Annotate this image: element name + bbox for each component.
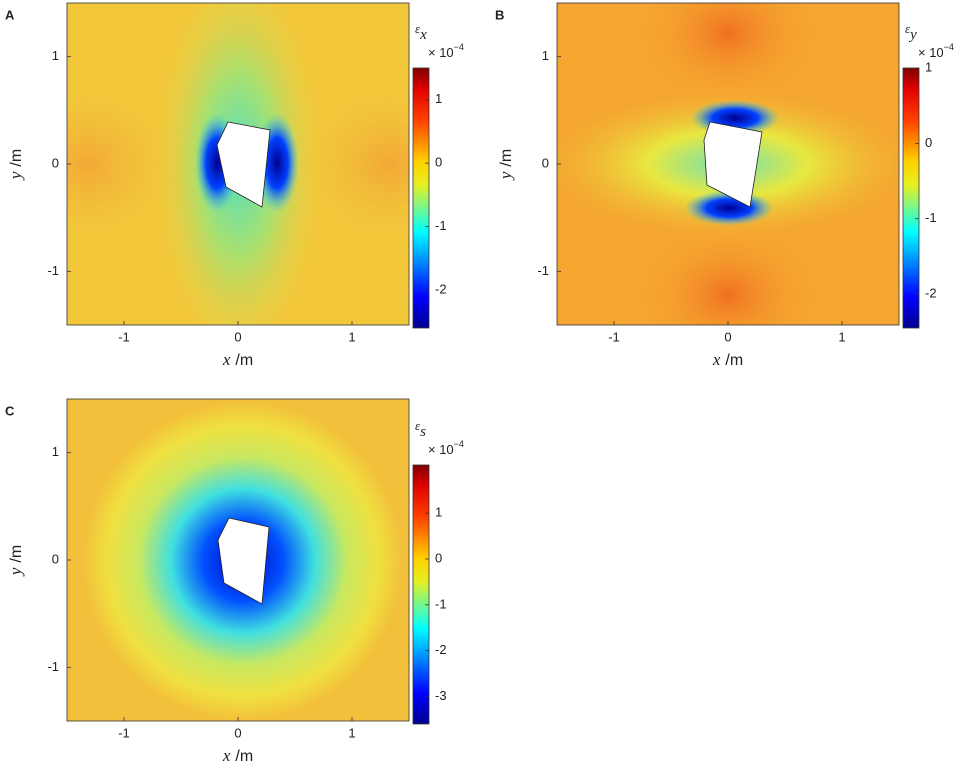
x-tick-label: 0 xyxy=(234,329,241,344)
x-axis-unit: /m xyxy=(235,748,253,765)
y-tick-label: 0 xyxy=(542,155,549,170)
colorbar-tick-label: 1 xyxy=(435,91,442,106)
exponent: −4 xyxy=(944,42,954,52)
y-tick-label: 1 xyxy=(52,444,59,459)
y-axis-label: y/m xyxy=(496,149,515,181)
colorbar-tick-label: 0 xyxy=(435,550,442,565)
colorbar-multiplier: × 10−4 xyxy=(918,42,954,60)
colorbar-tick-label: -1 xyxy=(435,596,447,611)
colorbar-tick-label: 0 xyxy=(925,135,932,150)
y-axis-unit: /m xyxy=(498,149,515,167)
colorbar-title: εs xyxy=(415,418,426,440)
x-axis-label: x/m xyxy=(712,350,743,369)
colorbar-title: εy xyxy=(905,21,917,43)
x-tick-label: 0 xyxy=(234,725,241,740)
colorbar-subscript: x xyxy=(419,27,427,43)
colorbar-tick-label: -1 xyxy=(435,218,447,233)
multiplier: × 10 xyxy=(428,45,454,60)
x-tick-label: 1 xyxy=(838,329,845,344)
y-axis-label: y/m xyxy=(6,545,25,577)
y-axis-unit: /m xyxy=(8,149,25,167)
y-axis-label: y/m xyxy=(6,149,25,181)
x-axis-unit: /m xyxy=(235,352,253,369)
y-tick-label: 1 xyxy=(52,48,59,63)
colorbar xyxy=(902,67,920,329)
x-axis-var: x xyxy=(712,350,721,369)
y-tick-label: 0 xyxy=(52,155,59,170)
x-tick-label: -1 xyxy=(118,329,130,344)
multiplier: × 10 xyxy=(428,442,454,457)
colorbar-title: εx xyxy=(415,21,427,43)
multiplier: × 10 xyxy=(918,45,944,60)
colorbar-tick-label: 1 xyxy=(435,505,442,520)
colorbar-multiplier: × 10−4 xyxy=(428,42,464,60)
x-tick-label: 0 xyxy=(724,329,731,344)
colorbar-tick-label: -1 xyxy=(925,210,937,225)
colorbar-symbol: ε xyxy=(905,21,911,36)
colorbar-symbol: ε xyxy=(415,418,421,433)
colorbar xyxy=(412,67,430,329)
y-tick-label: -1 xyxy=(47,659,59,674)
x-axis-unit: /m xyxy=(725,352,743,369)
colorbar-tick-label: 0 xyxy=(435,155,442,170)
field-b xyxy=(557,3,899,325)
exponent: −4 xyxy=(454,439,464,449)
x-tick-label: -1 xyxy=(118,725,130,740)
y-axis-var: y xyxy=(6,171,25,181)
colorbar xyxy=(412,464,430,725)
panel-label: C xyxy=(5,403,15,418)
x-tick-label: -1 xyxy=(608,329,620,344)
panel-label: B xyxy=(495,7,504,22)
y-axis-var: y xyxy=(496,171,515,181)
colorbar-tick-label: -2 xyxy=(435,281,447,296)
field-a xyxy=(67,3,409,325)
colorbar-multiplier: × 10−4 xyxy=(428,439,464,457)
panel-label: A xyxy=(5,7,15,22)
colorbar-tick-label: -2 xyxy=(435,642,447,657)
exponent: −4 xyxy=(454,42,464,52)
y-tick-label: 1 xyxy=(542,48,549,63)
colorbar-symbol: ε xyxy=(415,21,421,36)
colorbar-subscript: s xyxy=(420,424,426,440)
x-axis-var: x xyxy=(222,746,231,765)
y-tick-label: -1 xyxy=(537,263,549,278)
field-c xyxy=(67,399,409,721)
x-axis-var: x xyxy=(222,350,231,369)
y-tick-label: -1 xyxy=(47,263,59,278)
x-tick-label: 1 xyxy=(348,725,355,740)
colorbar-tick-label: 1 xyxy=(925,59,932,74)
colorbar-tick-label: -2 xyxy=(925,286,937,301)
y-axis-var: y xyxy=(6,567,25,577)
x-axis-label: x/m xyxy=(222,746,253,765)
x-tick-label: 1 xyxy=(348,329,355,344)
x-axis-label: x/m xyxy=(222,350,253,369)
y-axis-unit: /m xyxy=(8,545,25,563)
colorbar-tick-label: -3 xyxy=(435,688,447,703)
colorbar-subscript: y xyxy=(908,27,917,43)
y-tick-label: 0 xyxy=(52,551,59,566)
